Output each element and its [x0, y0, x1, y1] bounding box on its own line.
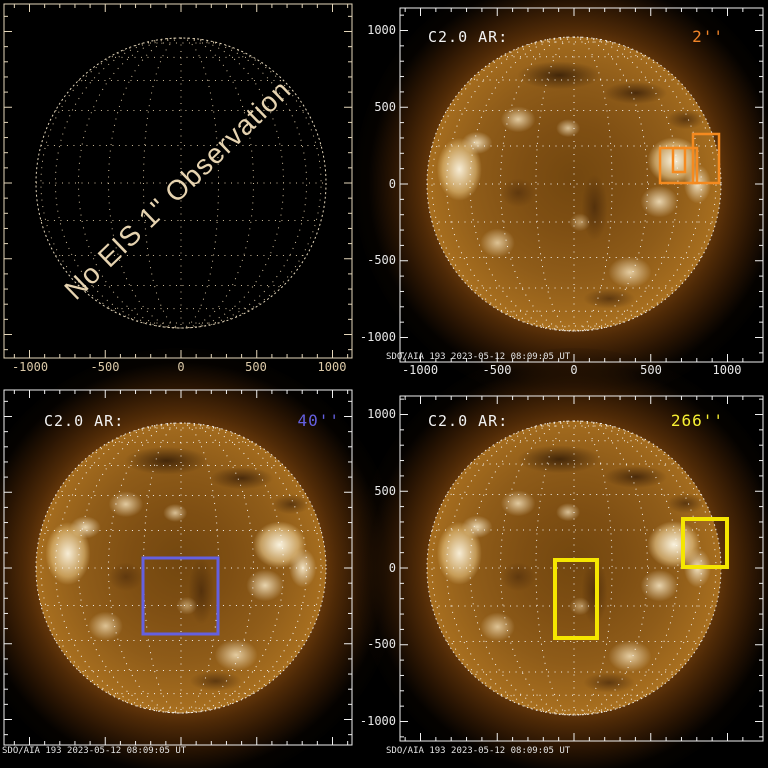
raster-width-label: 2'' — [692, 27, 724, 46]
fov-box — [553, 558, 599, 640]
timestamp-label: SDO/AIA 193 2023-05-12 08:09:05 UT — [2, 746, 187, 756]
fov-box — [658, 146, 699, 185]
x-tick-label: 1000 — [712, 363, 742, 377]
y-tick-label: -500 — [367, 253, 396, 267]
x-tick-label: -500 — [482, 363, 512, 377]
y-tick-label: 500 — [374, 100, 396, 114]
sun-plot-axes — [399, 7, 764, 363]
raster-width-label: 266'' — [670, 411, 724, 430]
panel-raster-266arcsec: C2.0 AR: 266'' SDO/AIA 193 2023-05-12 08… — [354, 348, 768, 768]
panel-raster-2arcsec: C2.0 AR: 2'' SDO/AIA 193 2023-05-12 08:0… — [354, 0, 768, 404]
y-tick-label: 500 — [374, 484, 396, 498]
y-tick-label: 1000 — [367, 407, 396, 421]
fov-box — [671, 146, 687, 174]
x-tick-label: 500 — [245, 360, 267, 374]
timestamp-label: SDO/AIA 193 2023-05-12 08:09:05 UT — [386, 352, 571, 362]
empty-sun-grid-plot — [3, 3, 353, 359]
x-tick-label: 0 — [177, 360, 185, 374]
x-tick-label: 500 — [640, 363, 662, 377]
y-tick-label: 0 — [388, 177, 396, 191]
sun-plot-axes — [399, 395, 764, 742]
y-tick-label: 0 — [388, 561, 396, 575]
fov-box — [141, 556, 220, 636]
x-tick-label: 0 — [570, 363, 578, 377]
x-tick-label: -500 — [90, 360, 120, 374]
raster-width-label: 40'' — [297, 411, 340, 430]
sun-disk-image — [36, 423, 326, 713]
fov-box — [691, 132, 721, 185]
panel-title: C2.0 AR: — [428, 28, 509, 46]
sun-disk-image — [427, 421, 721, 715]
y-tick-label: 1000 — [367, 23, 396, 37]
y-tick-label: -1000 — [359, 714, 396, 728]
y-tick-label: -1000 — [359, 330, 396, 344]
panel-no-observation: No EIS 1" Observation -1000 -500 0 500 1… — [0, 0, 384, 384]
sun-plot-axes — [3, 389, 353, 746]
panel-raster-40arcsec: C2.0 AR: 40'' SDO/AIA 193 2023-05-12 08:… — [0, 348, 401, 768]
fov-box — [681, 517, 729, 569]
panel-title: C2.0 AR: — [44, 412, 125, 430]
panel-title: C2.0 AR: — [428, 412, 509, 430]
x-tick-label: 1000 — [317, 360, 347, 374]
timestamp-label: SDO/AIA 193 2023-05-12 08:09:05 UT — [386, 746, 571, 756]
x-tick-label: -1000 — [401, 363, 439, 377]
y-tick-label: -500 — [367, 637, 396, 651]
x-tick-label: -1000 — [11, 360, 49, 374]
